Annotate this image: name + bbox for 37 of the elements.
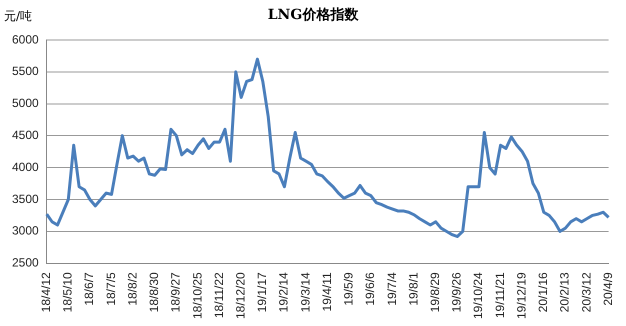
y-tick-label: 6000	[12, 32, 40, 46]
x-tick-label: 19/7/4	[384, 272, 399, 306]
x-tick-label: 20/3/12	[579, 272, 594, 312]
x-tick-label: 19/11/21	[492, 272, 507, 318]
x-tick-label: 19/6/6	[363, 272, 378, 306]
y-axis-title: 元/吨	[4, 8, 32, 25]
x-tick-label: 20/1/16	[536, 272, 550, 312]
x-tick-label: 19/12/19	[514, 272, 528, 320]
x-tick-label: 20/4/9	[600, 272, 615, 306]
x-tick-label: 19/9/26	[450, 272, 464, 312]
x-tick-label: 18/8/30	[147, 272, 162, 312]
x-tick-label: 20/2/13	[558, 272, 572, 312]
y-tick-label: 4500	[12, 128, 40, 142]
x-tick-label: 18/11/22	[212, 272, 226, 318]
x-tick-label: 19/5/9	[342, 272, 356, 306]
x-tick-label: 18/6/7	[82, 272, 96, 306]
x-tick-label: 19/8/29	[428, 272, 442, 312]
y-tick-label: 5500	[12, 64, 40, 78]
x-tick-label: 18/8/2	[125, 272, 140, 306]
y-tick-label: 3000	[12, 224, 40, 238]
chart-title: LNG价格指数	[268, 7, 358, 23]
x-tick-label: 19/8/1	[406, 272, 420, 306]
x-tick-label: 18/4/12	[39, 272, 54, 312]
x-tick-label: 19/1/17	[255, 272, 270, 312]
y-tick-label: 4000	[12, 160, 40, 174]
x-tick-label: 19/3/14	[298, 272, 312, 312]
x-tick-label: 18/9/27	[168, 272, 183, 312]
x-tick-label: 19/4/11	[320, 272, 334, 312]
x-tick-label: 18/10/25	[190, 272, 204, 320]
x-tick-label: 19/2/14	[276, 272, 291, 312]
x-tick-label: 18/7/5	[104, 272, 118, 306]
y-tick-label: 2500	[12, 256, 40, 270]
y-tick-label: 5000	[12, 96, 40, 110]
x-tick-label: 18/5/10	[60, 272, 75, 312]
x-tick-label: 18/12/20	[234, 272, 248, 320]
x-tick-label: 19/10/24	[471, 272, 486, 320]
y-tick-label: 3500	[12, 192, 40, 206]
